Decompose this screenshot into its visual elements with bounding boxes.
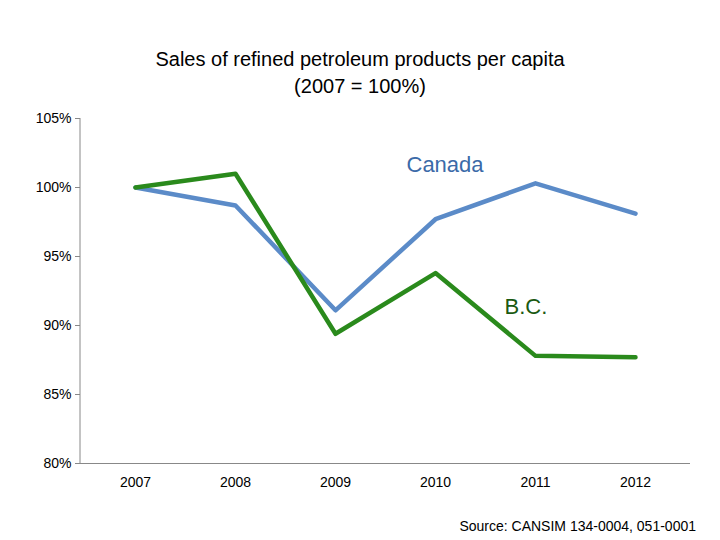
html-text:Sales of refined petroleum pro: Sales of refined petroleum products per …	[155, 48, 565, 70]
svg-text:2011: 2011	[520, 474, 550, 490]
svg-text:2008: 2008	[220, 474, 251, 490]
svg-text:2010: 2010	[420, 474, 451, 490]
svg-text:Canada: Canada	[407, 152, 485, 177]
svg-text:95%: 95%	[43, 248, 71, 264]
svg-text:B.C.: B.C.	[505, 294, 548, 319]
svg-text:90%: 90%	[43, 317, 71, 333]
svg-text:2009: 2009	[320, 474, 351, 490]
svg-text:2012: 2012	[620, 474, 651, 490]
html-text:Source: CANSIM 134-0004, 051-0: Source: CANSIM 134-0004, 051-0001	[459, 518, 696, 534]
svg-text:80%: 80%	[43, 455, 71, 471]
svg-text:2007: 2007	[120, 474, 151, 490]
svg-text:85%: 85%	[43, 386, 71, 402]
html-text:(2007 = 100%): (2007 = 100%)	[294, 75, 426, 97]
svg-text:100%: 100%	[36, 179, 72, 195]
svg-text:105%: 105%	[36, 110, 72, 126]
